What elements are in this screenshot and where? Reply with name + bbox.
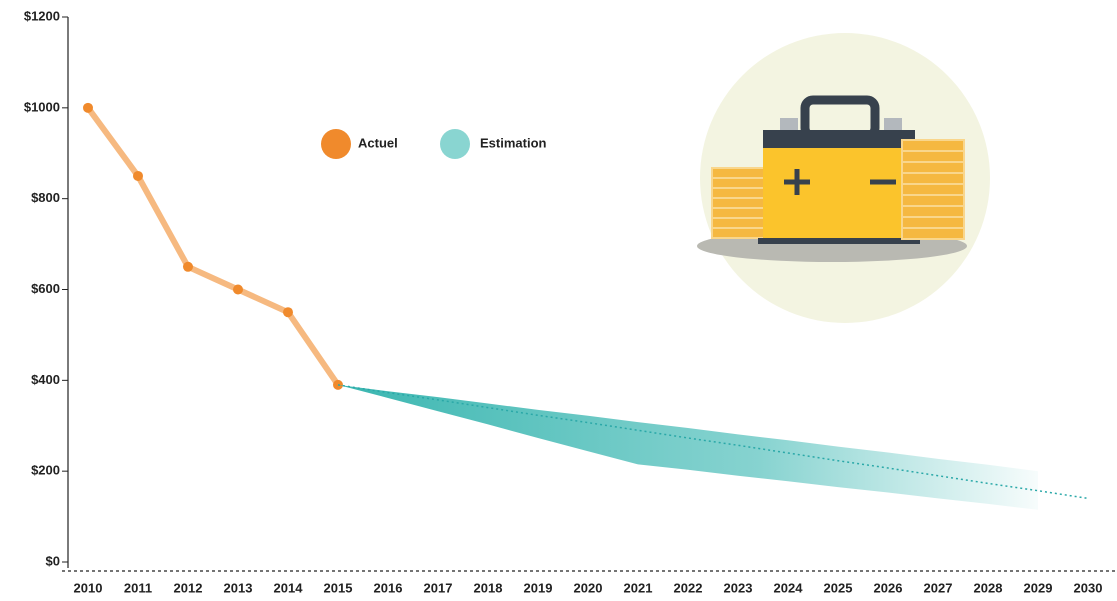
y-tick-label: $800 bbox=[31, 190, 60, 205]
y-tick-label: $0 bbox=[46, 553, 60, 568]
x-tick-label: 2010 bbox=[74, 580, 103, 595]
y-tick-label: $600 bbox=[31, 281, 60, 296]
x-tick-label: 2023 bbox=[724, 580, 753, 595]
x-tick-label: 2017 bbox=[424, 580, 453, 595]
estimate-line bbox=[337, 384, 1089, 500]
data-point bbox=[133, 170, 143, 181]
y-tick-label: $1000 bbox=[24, 99, 60, 114]
legend-label: Estimation bbox=[480, 135, 547, 150]
x-tick-label: 2012 bbox=[174, 580, 203, 595]
data-point bbox=[83, 102, 93, 113]
x-tick-label: 2024 bbox=[774, 580, 804, 595]
x-tick-label: 2026 bbox=[874, 580, 903, 595]
data-point bbox=[233, 284, 243, 295]
data-point bbox=[283, 307, 293, 318]
legend-label: Actuel bbox=[358, 135, 398, 150]
x-tick-label: 2029 bbox=[1024, 580, 1053, 595]
y-tick-label: $400 bbox=[31, 372, 60, 387]
x-tick-label: 2025 bbox=[824, 580, 853, 595]
y-tick-label: $200 bbox=[31, 463, 60, 478]
x-tick-label: 2020 bbox=[574, 580, 603, 595]
battery-illustration bbox=[697, 33, 990, 323]
x-tick-label: 2018 bbox=[474, 580, 503, 595]
x-tick-label: 2022 bbox=[674, 580, 703, 595]
x-tick-label: 2016 bbox=[374, 580, 403, 595]
x-tick-label: 2028 bbox=[974, 580, 1003, 595]
legend-swatch bbox=[321, 129, 351, 159]
y-tick-label: $1200 bbox=[24, 8, 60, 23]
x-tick-label: 2011 bbox=[124, 580, 152, 595]
series-line bbox=[85, 106, 341, 387]
estimate-band bbox=[338, 384, 1038, 510]
legend-swatch bbox=[440, 129, 470, 159]
x-tick-label: 2030 bbox=[1074, 580, 1103, 595]
x-tick-label: 2027 bbox=[924, 580, 953, 595]
data-point bbox=[333, 379, 343, 390]
legend: Actuel Estimation bbox=[321, 129, 547, 159]
x-tick-label: 2014 bbox=[274, 580, 304, 595]
x-tick-label: 2015 bbox=[324, 580, 353, 595]
data-point bbox=[183, 261, 193, 272]
x-tick-label: 2019 bbox=[524, 580, 553, 595]
x-tick-label: 2021 bbox=[624, 580, 653, 595]
x-tick-label: 2013 bbox=[224, 580, 253, 595]
